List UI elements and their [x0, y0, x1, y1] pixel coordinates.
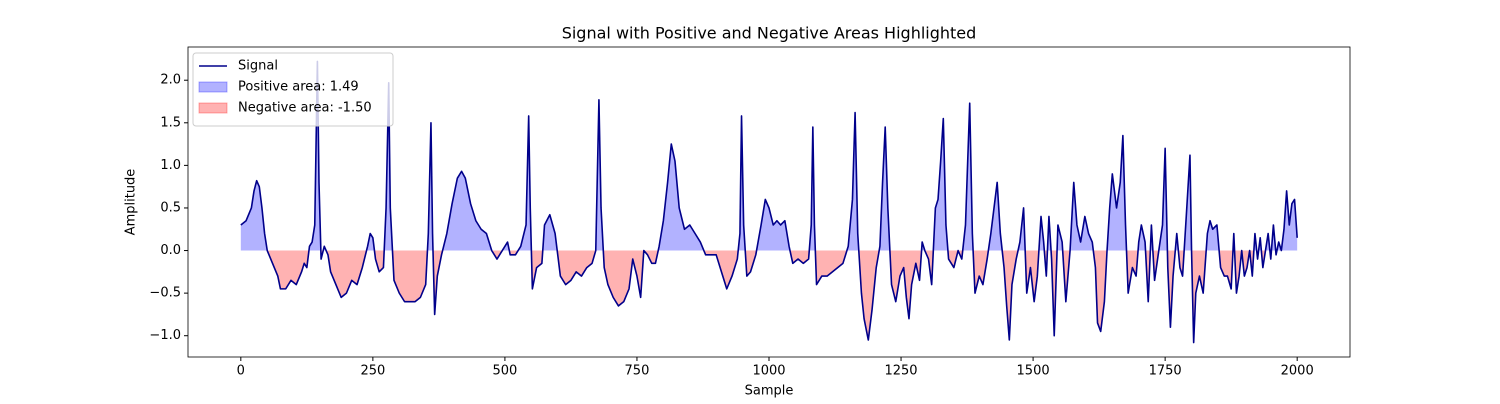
- y-tick-label: −1.0: [149, 328, 181, 343]
- legend-label: Signal: [238, 59, 278, 74]
- y-tick-label: 1.5: [160, 115, 181, 130]
- negative-area: [240, 250, 1298, 343]
- legend-label: Negative area: -1.50: [238, 101, 372, 116]
- x-tick-label: 750: [625, 364, 650, 379]
- legend-label: Positive area: 1.49: [238, 80, 359, 95]
- y-tick-label: 2.0: [160, 73, 181, 88]
- legend-box: [192, 52, 394, 127]
- x-tick-label: 250: [360, 364, 385, 379]
- legend-patch: [198, 81, 228, 93]
- y-tick-label: 1.0: [160, 158, 181, 173]
- y-tick-label: 0.0: [160, 243, 181, 258]
- x-axis-label: Sample: [745, 384, 794, 399]
- x-tick-label: 1000: [752, 364, 785, 379]
- x-tick-label: 1750: [1149, 364, 1182, 379]
- chart-title: Signal with Positive and Negative Areas …: [562, 24, 977, 43]
- x-tick-label: 500: [492, 364, 517, 379]
- y-tick-label: 0.5: [160, 200, 181, 215]
- x-tick-label: 2000: [1281, 364, 1314, 379]
- x-tick-label: 0: [237, 364, 245, 379]
- signal-line: [240, 60, 1298, 344]
- y-tick-label: −0.5: [149, 286, 181, 301]
- positive-area: [240, 61, 1298, 251]
- y-axis-label: Amplitude: [124, 169, 139, 236]
- x-tick-label: 1250: [884, 364, 917, 379]
- legend-patch: [198, 102, 228, 114]
- x-tick-label: 1500: [1017, 364, 1050, 379]
